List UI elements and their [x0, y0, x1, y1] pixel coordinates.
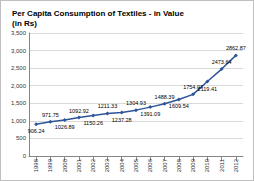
svg-text:1754.07: 1754.07 [183, 84, 203, 91]
svg-text:0: 0 [23, 153, 27, 159]
svg-text:1,000: 1,000 [11, 118, 27, 124]
svg-text:2007: 2007 [162, 158, 168, 172]
svg-text:971.75: 971.75 [42, 112, 59, 118]
svg-text:3,500: 3,500 [11, 30, 27, 36]
svg-text:1391.09: 1391.09 [140, 111, 160, 117]
svg-text:2862.87: 2862.87 [226, 45, 246, 51]
svg-text:1,500: 1,500 [11, 100, 27, 106]
svg-text:2,500: 2,500 [11, 65, 27, 71]
svg-text:2009: 2009 [190, 158, 196, 172]
svg-text:1211.33: 1211.33 [98, 103, 117, 109]
svg-text:2006: 2006 [147, 158, 153, 172]
svg-text:(in Rs): (in Rs) [12, 19, 37, 28]
svg-text:1304.93: 1304.93 [126, 100, 146, 106]
svg-text:1150.26: 1150.26 [83, 120, 102, 126]
svg-text:500: 500 [16, 135, 27, 141]
svg-text:2,000: 2,000 [11, 83, 27, 89]
svg-text:2001: 2001 [76, 158, 82, 172]
svg-text:1998: 1998 [33, 158, 39, 172]
svg-text:2004: 2004 [119, 158, 125, 172]
svg-text:2002: 2002 [90, 158, 96, 172]
svg-text:1237.28: 1237.28 [112, 117, 132, 123]
svg-text:2008: 2008 [176, 158, 182, 172]
svg-text:Per Capita Consumption of Text: Per Capita Consumption of Textiles - in … [12, 9, 184, 18]
svg-text:2012: 2012 [233, 158, 239, 172]
svg-text:2003: 2003 [104, 158, 110, 172]
svg-text:2000: 2000 [62, 158, 68, 172]
svg-text:2011: 2011 [219, 158, 225, 172]
svg-text:906.24: 906.24 [28, 128, 45, 134]
svg-text:2473.64: 2473.64 [212, 59, 232, 65]
svg-text:2010: 2010 [204, 158, 210, 172]
svg-text:1026.89: 1026.89 [55, 124, 75, 130]
svg-text:1999: 1999 [47, 158, 53, 172]
svg-text:1609.54: 1609.54 [169, 103, 189, 109]
svg-text:3,000: 3,000 [11, 48, 27, 54]
svg-text:1092.92: 1092.92 [69, 108, 89, 114]
svg-text:1488.39: 1488.39 [155, 94, 175, 100]
svg-text:2119.41: 2119.41 [198, 86, 217, 92]
svg-text:2005: 2005 [133, 158, 139, 172]
